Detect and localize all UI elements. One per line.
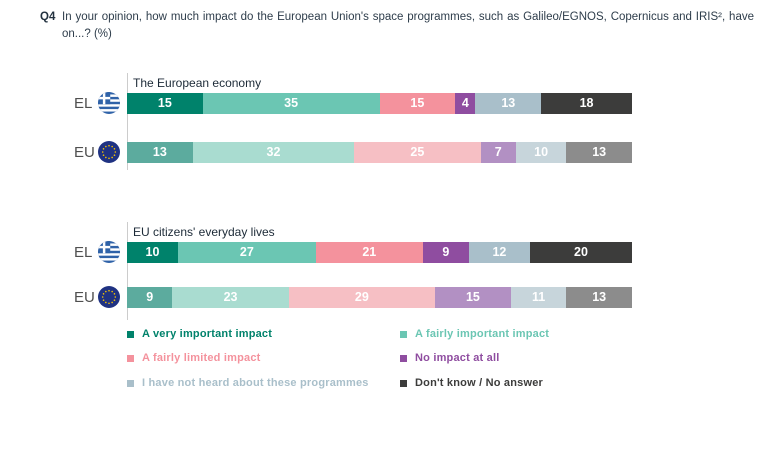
greece-flag-icon bbox=[98, 241, 120, 263]
eu-flag-icon bbox=[98, 286, 120, 308]
bar-value-label: 10 bbox=[534, 145, 549, 159]
legend-item-not-heard: I have not heard about these programmes bbox=[127, 377, 369, 389]
bar-value-label: 12 bbox=[492, 245, 507, 259]
bar-value-label: 13 bbox=[152, 145, 167, 159]
bar-segment: 9 bbox=[127, 286, 173, 308]
bar-segment: 23 bbox=[172, 286, 289, 308]
bar-value-label: 15 bbox=[157, 96, 172, 110]
bar-value-label: 27 bbox=[239, 245, 254, 259]
bar-segment: 10 bbox=[127, 241, 179, 263]
bar-segment: 12 bbox=[468, 241, 530, 263]
axis-line bbox=[127, 73, 128, 170]
bar-segment: 21 bbox=[315, 241, 423, 263]
bar-segment: 20 bbox=[530, 241, 633, 263]
legend-item-dont-know: Don't know / No answer bbox=[400, 377, 543, 389]
bar-segment: 11 bbox=[510, 286, 567, 308]
bar-segment: 13 bbox=[566, 286, 633, 308]
legend-swatch bbox=[400, 354, 407, 362]
bar-segment: 29 bbox=[288, 286, 436, 308]
bar-value-label: 4 bbox=[461, 96, 469, 110]
bar-value-label: 13 bbox=[501, 96, 516, 110]
bar-segment: 13 bbox=[475, 92, 542, 114]
greece-flag-icon bbox=[98, 92, 120, 114]
legend-label: A fairly important impact bbox=[415, 328, 550, 340]
legend-label: No impact at all bbox=[415, 352, 500, 364]
legend-swatch bbox=[400, 379, 407, 387]
question-block: Q4 In your opinion, how much impact do t… bbox=[40, 9, 754, 43]
stacked-bar-el-lives: 10 27 21 9 12 20 bbox=[127, 241, 633, 263]
bar-segment: 4 bbox=[455, 92, 476, 114]
bar-value-label: 13 bbox=[592, 290, 607, 304]
bar-segment: 13 bbox=[566, 141, 632, 163]
question-text: In your opinion, how much impact do the … bbox=[62, 11, 754, 40]
chart-title-economy: The European economy bbox=[133, 76, 262, 90]
geo-label-el: EL bbox=[74, 243, 93, 261]
bar-row-el-lives: EL 10 27 21 9 12 20 bbox=[74, 241, 633, 263]
legend-label: Don't know / No answer bbox=[415, 377, 544, 389]
bar-row-eu-lives: EU 9 23 29 15 11 13 bbox=[74, 286, 633, 308]
bar-segment: 13 bbox=[127, 141, 193, 163]
bar-value-label: 21 bbox=[362, 245, 377, 259]
bar-value-label: 11 bbox=[531, 290, 546, 304]
legend-item-fairly-limited: A fairly limited impact bbox=[127, 352, 261, 364]
axis-line bbox=[127, 222, 128, 320]
bar-value-label: 18 bbox=[579, 96, 594, 110]
geo-label-eu: EU bbox=[74, 143, 95, 161]
bar-value-label: 7 bbox=[494, 145, 502, 159]
bar-value-label: 13 bbox=[592, 145, 607, 159]
bar-value-label: 15 bbox=[465, 290, 480, 304]
bar-row-eu-economy: EU 13 32 25 7 10 13 bbox=[74, 141, 632, 163]
bar-value-label: 25 bbox=[410, 145, 425, 159]
legend-label: I have not heard about these programmes bbox=[142, 377, 369, 389]
stacked-bar-eu-economy: 13 32 25 7 10 13 bbox=[127, 141, 632, 163]
legend-item-no-impact: No impact at all bbox=[400, 352, 500, 364]
question-code: Q4 bbox=[40, 11, 56, 23]
legend-swatch bbox=[127, 330, 134, 338]
bar-value-label: 23 bbox=[223, 290, 238, 304]
legend-swatch bbox=[400, 330, 407, 338]
bar-segment: 10 bbox=[515, 141, 567, 163]
bar-value-label: 9 bbox=[146, 290, 154, 304]
bar-segment: 7 bbox=[480, 141, 516, 163]
bar-segment: 18 bbox=[541, 92, 633, 114]
legend-item-very-important: A very important impact bbox=[127, 328, 272, 340]
legend-swatch bbox=[127, 354, 134, 362]
bar-segment: 15 bbox=[379, 92, 456, 114]
legend-swatch bbox=[127, 379, 134, 387]
bar-row-el-economy: EL 15 35 15 4 13 18 bbox=[74, 92, 633, 114]
eu-flag-icon bbox=[98, 141, 120, 163]
legend-label: A very important impact bbox=[142, 328, 273, 340]
bar-segment: 25 bbox=[354, 141, 481, 163]
bar-segment: 32 bbox=[192, 141, 355, 163]
legend-label: A fairly limited impact bbox=[142, 352, 261, 364]
bar-value-label: 9 bbox=[442, 245, 450, 259]
bar-value-label: 20 bbox=[574, 245, 588, 259]
bar-value-label: 32 bbox=[266, 145, 281, 159]
bar-segment: 9 bbox=[422, 241, 469, 263]
stacked-bar-el-economy: 15 35 15 4 13 18 bbox=[127, 92, 633, 114]
bar-segment: 15 bbox=[127, 92, 203, 114]
bar-segment: 15 bbox=[435, 286, 511, 308]
bar-value-label: 10 bbox=[145, 245, 160, 259]
bar-value-label: 15 bbox=[410, 96, 425, 110]
bar-segment: 27 bbox=[178, 241, 316, 263]
geo-label-eu: EU bbox=[74, 288, 95, 306]
chart-title-everyday-lives: EU citizens' everyday lives bbox=[133, 225, 275, 239]
bar-value-label: 29 bbox=[354, 290, 369, 304]
stacked-bar-eu-lives: 9 23 29 15 11 13 bbox=[127, 286, 633, 308]
bar-segment: 35 bbox=[202, 92, 380, 114]
legend-item-fairly-important: A fairly important impact bbox=[400, 328, 549, 340]
geo-label-el: EL bbox=[74, 94, 93, 112]
bar-value-label: 35 bbox=[284, 96, 299, 110]
